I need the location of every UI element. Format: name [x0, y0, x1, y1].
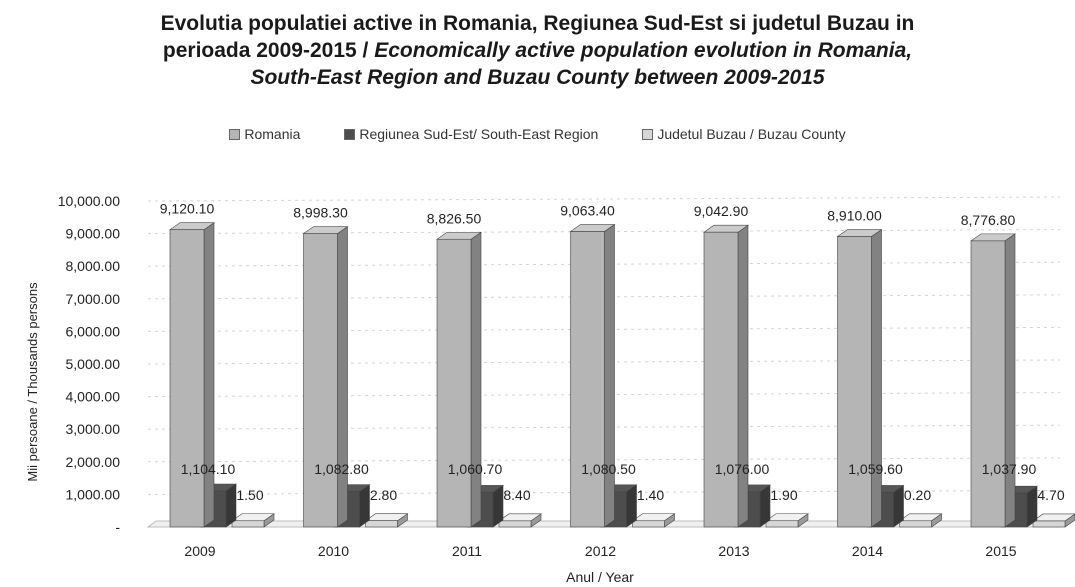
bar: [1032, 520, 1066, 528]
legend-item-south-east: Regiunea Sud-Est/ South-East Region: [344, 126, 598, 142]
title-line-2-italic: Economically active population evolution…: [374, 39, 913, 62]
data-label-romania: 8,776.80: [961, 212, 1016, 228]
title-line-2: perioada 2009-2015 / Economically active…: [0, 37, 1075, 64]
chart-legend: Romania Regiunea Sud-Est/ South-East Reg…: [0, 126, 1075, 142]
gridline: [147, 196, 1061, 202]
bar: [498, 520, 532, 528]
x-tick-label: 2010: [318, 543, 349, 559]
title-line-1: Evolutia populatiei active in Romania, R…: [160, 12, 915, 35]
bar-side: [626, 484, 637, 528]
y-tick-label: 10,000.00: [58, 193, 120, 209]
bar-side: [337, 226, 348, 528]
data-label-romania: 8,910.00: [827, 208, 882, 224]
legend-item-romania: Romania: [229, 126, 300, 142]
bar: [169, 229, 205, 528]
y-tick-label: 2,000.00: [66, 454, 121, 470]
data-label-south-east: 1,037.90: [982, 461, 1037, 477]
y-tick-label: 9,000.00: [66, 226, 121, 242]
data-label-buzau: 1.90: [770, 487, 797, 503]
bar-side: [359, 484, 370, 528]
bar-side: [871, 228, 882, 528]
data-label-buzau: 0.20: [904, 487, 931, 503]
bar: [570, 231, 605, 528]
y-tick-label: 4,000.00: [66, 389, 121, 405]
legend-swatch-romania: [229, 128, 241, 140]
y-tick-label: 5,000.00: [66, 356, 121, 372]
data-label-buzau: 2.80: [370, 487, 397, 503]
data-label-romania: 9,063.40: [560, 203, 615, 219]
data-label-south-east: 1,076.00: [715, 461, 770, 477]
x-tick-label: 2012: [585, 543, 616, 559]
bar: [231, 520, 265, 528]
bar-side: [225, 483, 237, 528]
x-tick-label: 2014: [852, 543, 883, 559]
data-label-romania: 8,998.30: [293, 205, 348, 221]
y-tick-label: 7,000.00: [66, 291, 121, 307]
x-axis-title: Anul / Year: [566, 569, 634, 585]
data-label-buzau: 4.70: [1037, 487, 1064, 503]
legend-swatch-south-east: [344, 128, 356, 140]
y-tick-label: 8,000.00: [66, 258, 121, 274]
data-label-romania: 9,042.90: [694, 203, 749, 219]
y-tick-label: 1,000.00: [66, 486, 121, 502]
title-line-2-plain: perioada 2009-2015 /: [162, 39, 375, 62]
bar-side: [203, 222, 215, 528]
y-tick-label: 6,000.00: [66, 323, 121, 339]
bar: [365, 520, 398, 528]
bar: [703, 231, 739, 528]
bar: [436, 238, 472, 528]
data-label-south-east: 1,060.70: [448, 461, 503, 477]
data-label-buzau: 8.40: [503, 487, 530, 503]
bar-side: [737, 224, 749, 528]
data-label-buzau: 1.50: [236, 487, 263, 503]
y-tick-label: -: [115, 519, 120, 535]
x-tick-label: 2011: [452, 543, 482, 559]
data-label-south-east: 1,059.60: [848, 461, 903, 477]
data-label-buzau: 1.40: [637, 487, 664, 503]
bar: [899, 520, 932, 528]
legend-item-buzau: Judetul Buzau / Buzau County: [642, 126, 846, 142]
legend-swatch-buzau: [642, 128, 654, 140]
x-tick-label: 2015: [985, 543, 1016, 559]
x-tick-label: 2009: [184, 543, 215, 559]
bar: [765, 520, 799, 528]
legend-label-buzau: Judetul Buzau / Buzau County: [657, 126, 846, 142]
y-tick-label: 3,000.00: [66, 421, 121, 437]
title-line-3: South-East Region and Buzau County betwe…: [250, 66, 825, 89]
data-label-romania: 8,826.50: [427, 210, 482, 226]
data-label-south-east: 1,080.50: [581, 461, 636, 477]
bar-side: [1004, 233, 1016, 528]
bar: [632, 520, 665, 528]
bar-side: [604, 223, 615, 528]
bar: [303, 233, 338, 528]
bar-side: [470, 231, 482, 528]
bar: [970, 240, 1006, 528]
chart-title: Evolutia populatiei active in Romania, R…: [0, 10, 1075, 91]
data-label-romania: 9,120.10: [160, 201, 215, 217]
y-axis-title: Mii persoane / Thousands persons: [25, 282, 40, 482]
legend-label-romania: Romania: [244, 126, 301, 142]
bar: [837, 236, 872, 528]
legend-label-south-east: Regiunea Sud-Est/ South-East Region: [359, 126, 599, 142]
data-label-south-east: 1,082.80: [314, 461, 369, 477]
x-tick-label: 2013: [718, 543, 749, 559]
data-label-south-east: 1,104.10: [181, 461, 236, 477]
